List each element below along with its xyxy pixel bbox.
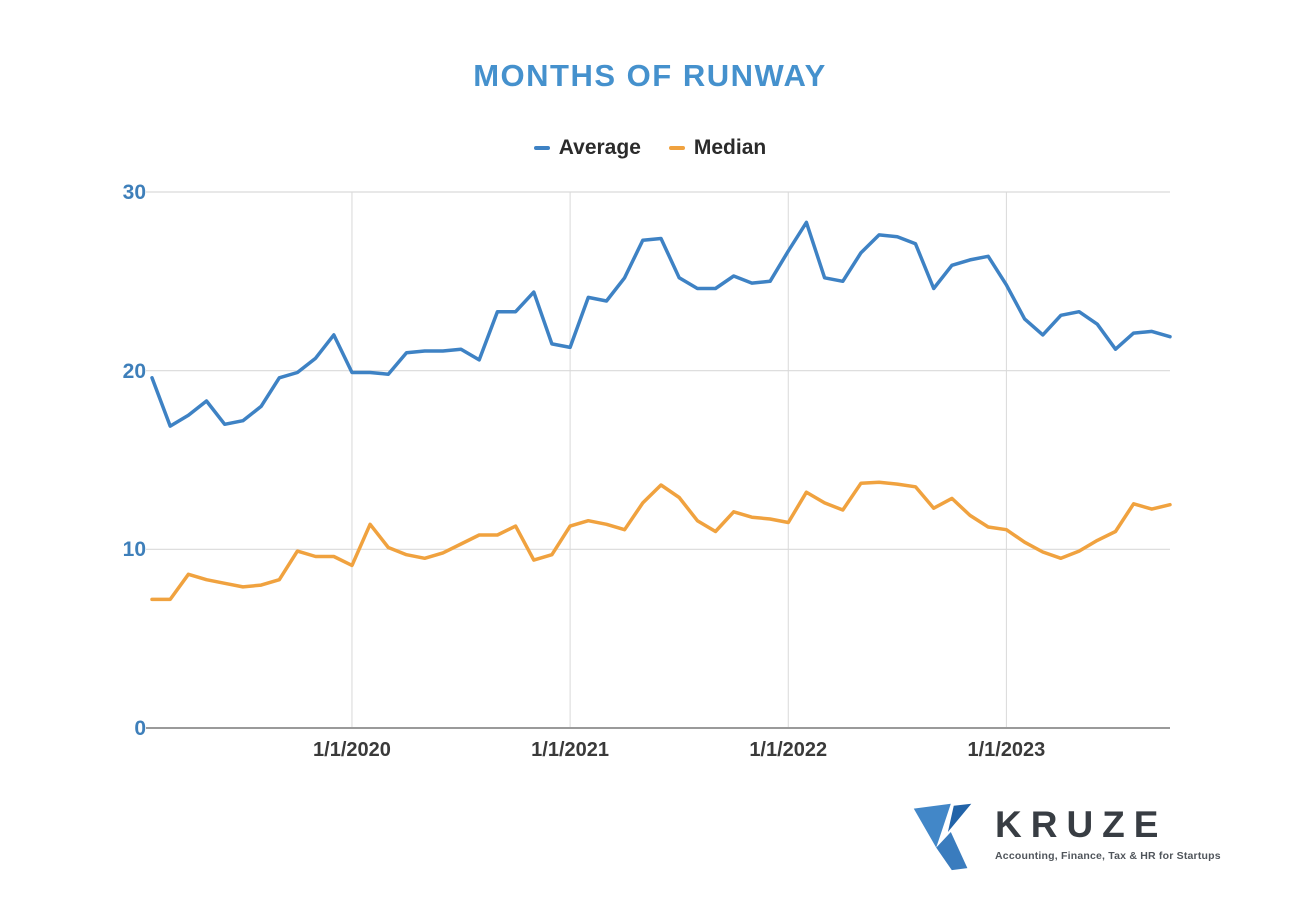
average-line [150, 220, 1172, 428]
y-axis-tick-10: 10 [122, 538, 146, 562]
median-legend-dash-icon [668, 145, 685, 151]
kruze-logo-tagline: Accounting, Finance, Tax & HR for Startu… [995, 850, 1221, 862]
x-axis-tick-2022: 1/1/2022 [749, 739, 828, 761]
average-legend-dash-icon [533, 145, 550, 151]
chart-title: MONTHS OF RUNWAY [473, 58, 827, 93]
median-line [150, 480, 1172, 602]
legend-label-median: Median [693, 136, 767, 159]
kruze-logo-text: KRUZE Accounting, Finance, Tax & HR for … [995, 806, 1221, 862]
legend-item-average: Average [533, 136, 641, 160]
x-axis-tick-2021: 1/1/2021 [531, 739, 610, 761]
kruze-logo: KRUZE Accounting, Finance, Tax & HR for … [905, 795, 1221, 873]
x-axis-tick-2023: 1/1/2023 [967, 739, 1046, 761]
y-axis-tick-20: 20 [122, 359, 146, 383]
legend-label-average: Average [558, 136, 641, 159]
y-axis-tick-0: 0 [134, 717, 146, 740]
legend-item-median: Median [668, 136, 767, 160]
kruze-logo-mark-icon [913, 803, 972, 871]
chart-legend: Average Median [0, 136, 1300, 160]
kruze-logo-name: KRUZE [995, 804, 1168, 845]
y-axis-tick-30: 30 [122, 181, 146, 204]
x-axis-tick-2020: 1/1/2020 [313, 739, 391, 761]
